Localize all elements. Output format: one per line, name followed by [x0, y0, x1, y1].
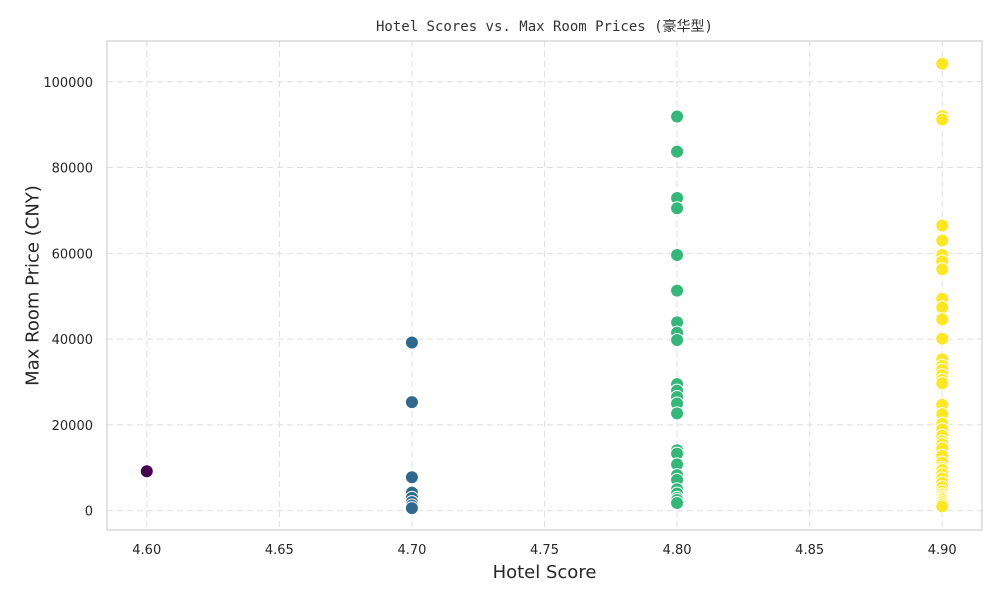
- y-tick-label: 40000: [52, 333, 93, 348]
- y-tick-label: 0: [85, 505, 93, 520]
- data-point: [670, 144, 685, 159]
- data-point: [670, 201, 685, 216]
- y-tick-label: 80000: [52, 162, 93, 177]
- data-points: [139, 56, 950, 516]
- x-tick-label: 4.90: [928, 543, 957, 558]
- x-axis-label: Hotel Score: [493, 562, 597, 583]
- data-point: [935, 56, 950, 71]
- x-tick-labels: 4.60 4.65 4.70 4.75 4.80 4.85 4.90: [132, 543, 956, 558]
- x-tick-label: 4.80: [663, 543, 692, 558]
- data-point: [404, 335, 419, 350]
- data-point: [670, 109, 685, 124]
- x-tick-label: 4.60: [132, 543, 161, 558]
- data-point: [935, 312, 950, 327]
- y-tick-label: 20000: [52, 419, 93, 434]
- x-tick-label: 4.70: [397, 543, 426, 558]
- data-point: [404, 501, 419, 516]
- data-point: [935, 300, 950, 315]
- data-point: [670, 248, 685, 263]
- data-point: [935, 376, 950, 391]
- data-point: [670, 495, 685, 510]
- data-point: [670, 406, 685, 421]
- chart-title: Hotel Scores vs. Max Room Prices (豪华型): [376, 19, 713, 35]
- plot-frame: [106, 40, 983, 531]
- data-point: [935, 262, 950, 277]
- data-point: [935, 112, 950, 127]
- data-point: [404, 395, 419, 410]
- data-point: [404, 470, 419, 485]
- y-tick-label: 60000: [52, 247, 93, 262]
- grid-lines: [107, 41, 982, 530]
- data-point: [935, 218, 950, 233]
- data-point: [670, 283, 685, 298]
- x-tick-label: 4.65: [265, 543, 294, 558]
- y-tick-labels: 0 20000 40000 60000 80000 100000: [43, 76, 93, 520]
- x-tick-label: 4.75: [530, 543, 559, 558]
- data-point: [139, 464, 154, 479]
- data-point: [935, 331, 950, 346]
- y-tick-label: 100000: [43, 76, 93, 91]
- data-point: [935, 499, 950, 514]
- data-point: [670, 332, 685, 347]
- y-axis-label: Max Room Price (CNY): [22, 185, 43, 386]
- data-point: [935, 233, 950, 248]
- x-tick-label: 4.85: [795, 543, 824, 558]
